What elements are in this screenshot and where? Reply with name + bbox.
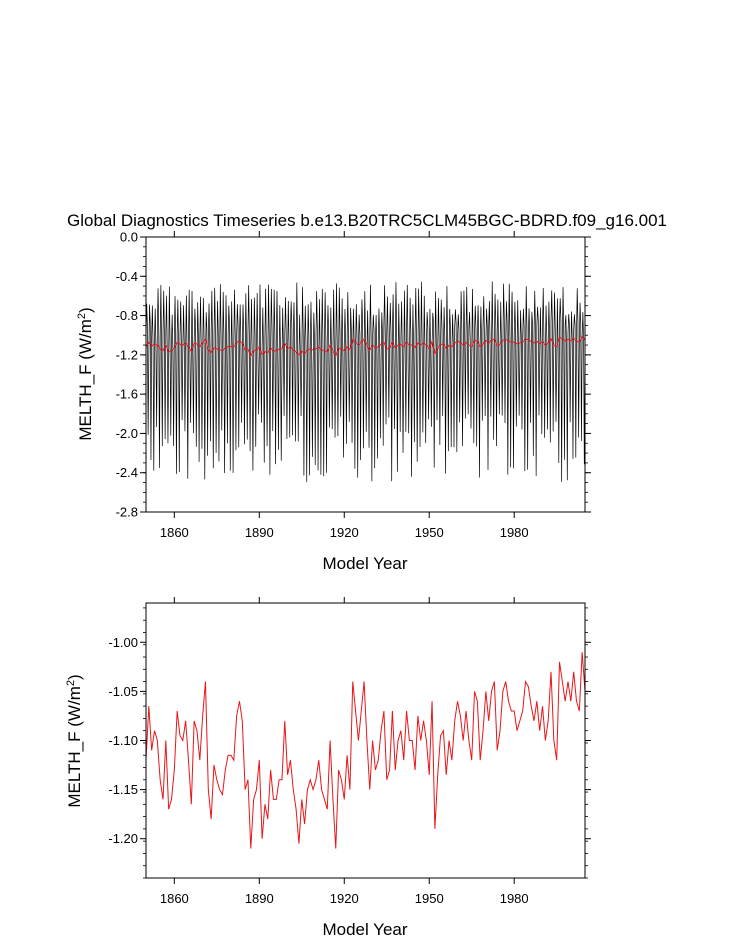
bottom-annual-series xyxy=(145,652,586,849)
top-y-tick-label: -0.4 xyxy=(116,269,138,284)
bottom-x-tick-label: 1890 xyxy=(245,891,274,906)
top-x-axis: 1860 1890 1920 1950 1980 xyxy=(160,231,529,540)
bottom-x-tick-label: 1920 xyxy=(330,891,359,906)
top-annual-mean-line xyxy=(145,335,586,358)
bottom-y-tick-label: -1.00 xyxy=(108,635,138,650)
bottom-y-tick-label: -1.10 xyxy=(108,733,138,748)
top-y-tick-label: -1.6 xyxy=(116,387,138,402)
top-y-axis-label-close: ) xyxy=(76,307,95,313)
top-y-tick-label: -2.4 xyxy=(116,465,138,480)
top-x-tick-label: 1950 xyxy=(415,525,444,540)
bottom-y-tick-label: -1.15 xyxy=(108,782,138,797)
top-y-tick-label: -2.8 xyxy=(116,505,138,520)
bottom-x-axis: 1860 1890 1920 1950 1980 xyxy=(160,597,529,906)
top-y-axis-label: MELTH_F (W/m2) xyxy=(76,307,95,440)
top-x-tick-label: 1920 xyxy=(330,525,359,540)
bottom-y-axis-label: MELTH_F (W/m2) xyxy=(65,674,84,807)
bottom-y-axis-label-sup: 2 xyxy=(65,680,77,686)
top-panel: Global Diagnostics Timeseries b.e13.B20T… xyxy=(67,211,667,573)
top-monthly-series xyxy=(145,281,586,482)
top-y-tick-label: -2.0 xyxy=(116,426,138,441)
top-y-tick-label: -1.2 xyxy=(116,347,138,362)
top-y-axis-label-main: MELTH_F (W/m xyxy=(76,319,95,441)
top-x-tick-label: 1890 xyxy=(245,525,274,540)
bottom-y-axis-label-main: MELTH_F (W/m xyxy=(65,686,84,808)
top-chart-title: Global Diagnostics Timeseries b.e13.B20T… xyxy=(67,211,667,230)
top-x-axis-label: Model Year xyxy=(322,554,407,573)
bottom-annual-mean-line xyxy=(145,652,586,849)
top-y-tick-label: 0.0 xyxy=(120,230,138,245)
bottom-y-axis-label-close: ) xyxy=(65,674,84,680)
top-y-axis: 0.0 -0.4 -0.8 -1.2 -1.6 -2.0 -2.4 -2.8 xyxy=(116,230,591,520)
bottom-y-tick-label: -1.05 xyxy=(108,684,138,699)
top-annual-series xyxy=(145,335,586,358)
top-plot-frame xyxy=(145,236,586,513)
bottom-x-axis-label: Model Year xyxy=(322,920,407,939)
bottom-y-tick-label: -1.20 xyxy=(108,831,138,846)
top-x-tick-label: 1980 xyxy=(500,525,529,540)
bottom-x-tick-label: 1950 xyxy=(415,891,444,906)
top-monthly-line xyxy=(145,281,586,482)
bottom-y-axis: -1.00 -1.05 -1.10 -1.15 -1.20 xyxy=(108,607,591,879)
top-y-tick-label: -0.8 xyxy=(116,308,138,323)
bottom-x-tick-label: 1860 xyxy=(160,891,189,906)
bottom-x-tick-label: 1980 xyxy=(500,891,529,906)
top-y-axis-label-sup: 2 xyxy=(76,313,88,319)
bottom-plot-frame xyxy=(145,602,586,879)
bottom-panel: -1.00 -1.05 -1.10 -1.15 -1.20 1860 1890 1920 19… xyxy=(65,597,591,939)
top-x-tick-label: 1860 xyxy=(160,525,189,540)
